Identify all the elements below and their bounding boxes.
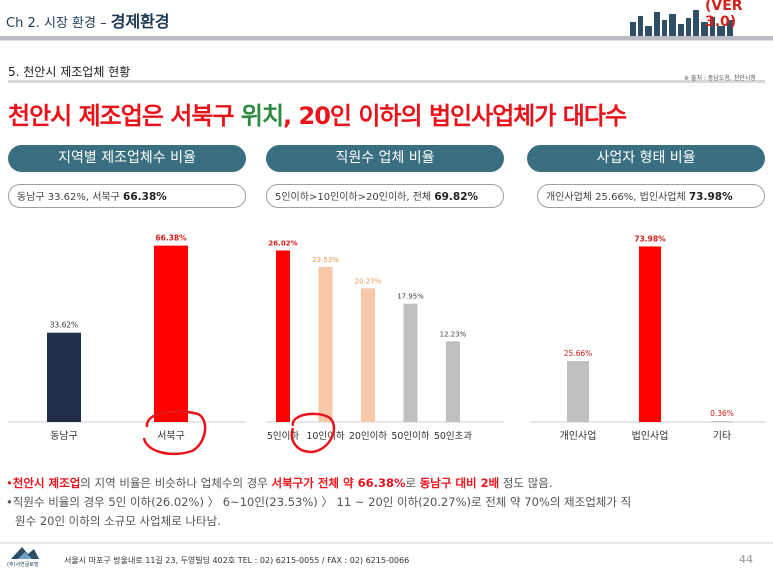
bar-value-label: 17.95%	[397, 293, 424, 301]
chapter-label: Ch 2. 시장 환경	[6, 16, 96, 31]
bar-10인이하	[318, 266, 333, 422]
bar-20인이하	[361, 288, 375, 422]
category-label: 50인초과	[434, 431, 473, 442]
bar-50인초과	[446, 341, 460, 422]
summary-text: 동남구 33.62%, 서북구	[17, 192, 124, 203]
summary-box-region: 동남구 33.62%, 서북구 66.38%	[8, 184, 246, 208]
note1-a: 천안시 제조업	[12, 476, 81, 490]
chart-employee-ratio: 26.02% 5인이하 23.53% 10인이하 20.27% 20인이하 17.95% 50…	[266, 239, 504, 442]
chart-region-ratio: 33.62% 동남구 66.38% 서북구	[8, 234, 246, 442]
bar-서북구	[154, 245, 188, 422]
category-label: 개인사업	[560, 429, 597, 442]
note1-e: 동남구 대비 2배	[419, 476, 500, 490]
headline-part1: 천안시 제조업은	[8, 102, 171, 130]
bar-50인이하	[403, 303, 418, 422]
note-line-3: 원수 20인 이하의 소규모 사업체로 나타남.	[6, 512, 766, 531]
company-logo-text: (주)서연글로벌	[7, 562, 39, 568]
headline: 천안시 제조업은 서북구 위치, 20인 이하의 법인사업체가 대다수	[8, 96, 627, 131]
chart-business-type-ratio: 25.66% 개인사업 73.98% 법인사업 0.36% 기타	[530, 234, 766, 442]
bar-value-label: 23.53%	[312, 256, 339, 264]
bar-value-label: 25.66%	[564, 349, 593, 358]
summary-text: 개인사업체 25.66%, 법인사업체	[546, 192, 689, 203]
chapter-title: 경제환경	[110, 12, 170, 31]
bar-value-label: 0.36%	[710, 409, 734, 418]
headline-part3: 위치	[233, 102, 284, 130]
bar-value-label: 73.98%	[634, 234, 666, 243]
panel-title-employees: 직원수 업체 비율	[266, 145, 504, 172]
summary-box-employees: 5인이하>10인이하>20인이하, 전체 69.82%	[266, 184, 504, 208]
panel-title-region: 지역별 제조업체수 비율	[8, 145, 246, 172]
note-line-1: •천안시 제조업의 지역 비율은 비슷하나 업체수의 경우 서북구가 전체 약 …	[6, 476, 553, 490]
version-label: (VER 3.0)	[705, 0, 743, 30]
company-logo-icon	[11, 547, 39, 559]
note2-text: 직원수 비율의 경우 5인 이하(26.02%) 〉 6~10인(23.53%)…	[12, 495, 632, 509]
headline-part4: , 20인 이하의 법인사업체가 대다수	[283, 102, 627, 130]
category-label: 서북구	[157, 430, 185, 442]
bar-법인사업	[639, 246, 661, 422]
category-label: 50인이하	[391, 430, 430, 442]
charts-canvas: 33.62% 동남구 66.38% 서북구 26.02% 5인이하 23.53% 10인이하…	[8, 234, 766, 456]
note1-c: 서북구가 전체 약 66.38%	[271, 476, 406, 490]
panel-title-business-type: 사업자 형태 비율	[527, 145, 765, 172]
bar-5인이하	[276, 250, 290, 422]
header-title: Ch 2. 시장 환경 – 경제환경	[6, 8, 170, 32]
category-label: 20인이하	[349, 430, 388, 442]
headline-part2: 서북구	[170, 102, 234, 130]
category-label: 10인이하	[306, 430, 345, 442]
bar-동남구	[47, 332, 81, 422]
note1-f: 정도 많음.	[499, 476, 553, 490]
bar-value-label: 33.62%	[50, 321, 79, 330]
category-label: 5인이하	[267, 430, 300, 442]
bar-value-label: 20.27%	[355, 277, 382, 285]
bar-value-label: 66.38%	[155, 234, 187, 243]
bar-개인사업	[567, 361, 589, 422]
bar-기타	[711, 421, 733, 423]
summary-box-business-type: 개인사업체 25.66%, 법인사업체 73.98%	[537, 184, 765, 208]
source-note: ※ 출처 : 충남도청, 천안시청	[684, 75, 756, 82]
section-divider	[8, 80, 765, 83]
footer-address: 서울시 마포구 방울내로 11길 23, 두영빌딩 402호 TEL : 02)…	[64, 556, 410, 565]
bar-value-label: 12.23%	[440, 330, 467, 338]
summary-text: 5인이하>10인이하>20인이하, 전체	[275, 192, 435, 203]
page-number: 44	[739, 553, 753, 566]
notes: •천안시 제조업의 지역 비율은 비슷하나 업체수의 경우 서북구가 전체 약 …	[6, 474, 766, 531]
header-dash: –	[95, 16, 111, 31]
summary-value: 69.82%	[434, 191, 479, 203]
note-line-2: •직원수 비율의 경우 5인 이하(26.02%) 〉 6~10인(23.53%…	[6, 495, 632, 509]
header-divider	[0, 36, 773, 40]
highlight-circle-5in	[290, 412, 336, 454]
note3-text: 원수 20인 이하의 소규모 사업체로 나타남.	[15, 514, 221, 528]
section-title: 5. 천안시 제조업체 현황	[8, 65, 131, 79]
category-label: 동남구	[50, 430, 78, 442]
footer-divider	[0, 542, 773, 544]
summary-value: 66.38%	[123, 191, 167, 203]
summary-value: 73.98%	[688, 191, 733, 203]
highlight-circle-seobuk	[142, 410, 207, 456]
header-divider-thin	[0, 40, 773, 41]
category-label: 기타	[713, 430, 731, 442]
category-label: 법인사업	[632, 429, 669, 442]
note1-d: 로	[405, 476, 420, 490]
bar-value-label: 26.02%	[268, 239, 297, 247]
city-skyline-icon	[630, 10, 733, 38]
note1-b: 의 지역 비율은 비슷하나 업체수의 경우	[80, 476, 272, 490]
